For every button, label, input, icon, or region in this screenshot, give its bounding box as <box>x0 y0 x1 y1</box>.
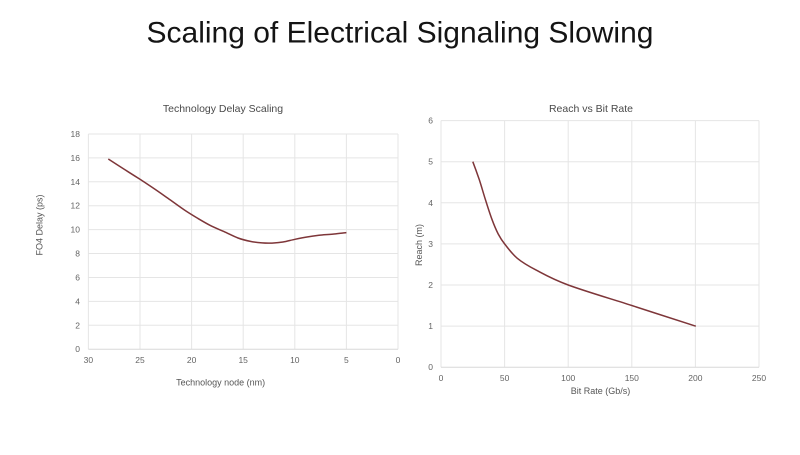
svg-text:250: 250 <box>752 373 766 383</box>
svg-text:2: 2 <box>75 320 80 330</box>
svg-text:Scaling of Electrical Signalin: Scaling of Electrical Signaling Slowing <box>147 17 654 50</box>
svg-text:4: 4 <box>428 198 433 208</box>
svg-text:200: 200 <box>688 373 702 383</box>
svg-text:18: 18 <box>71 129 81 139</box>
svg-text:8: 8 <box>75 249 80 259</box>
svg-text:1: 1 <box>428 321 433 331</box>
svg-text:12: 12 <box>71 201 81 211</box>
svg-text:Reach vs Bit Rate: Reach vs Bit Rate <box>549 103 633 115</box>
svg-text:50: 50 <box>500 373 510 383</box>
svg-text:25: 25 <box>135 355 145 365</box>
svg-text:0: 0 <box>75 344 80 354</box>
svg-text:5: 5 <box>344 355 349 365</box>
svg-text:4: 4 <box>75 296 80 306</box>
svg-text:10: 10 <box>71 225 81 235</box>
svg-text:150: 150 <box>625 373 639 383</box>
svg-text:100: 100 <box>561 373 575 383</box>
svg-text:0: 0 <box>439 373 444 383</box>
svg-text:5: 5 <box>428 157 433 167</box>
svg-text:6: 6 <box>75 273 80 283</box>
svg-text:16: 16 <box>71 153 81 163</box>
svg-text:14: 14 <box>71 177 81 187</box>
svg-text:20: 20 <box>187 355 197 365</box>
svg-text:2: 2 <box>428 280 433 290</box>
svg-text:Technology Delay Scaling: Technology Delay Scaling <box>163 103 283 115</box>
svg-text:Technology node (nm): Technology node (nm) <box>176 378 265 388</box>
svg-text:Reach (m): Reach (m) <box>414 224 424 266</box>
svg-text:FO4 Delay (ps): FO4 Delay (ps) <box>35 194 45 255</box>
svg-text:3: 3 <box>428 239 433 249</box>
svg-text:10: 10 <box>290 355 300 365</box>
svg-text:30: 30 <box>84 355 94 365</box>
svg-text:Bit Rate (Gb/s): Bit Rate (Gb/s) <box>571 386 631 396</box>
svg-text:15: 15 <box>238 355 248 365</box>
svg-text:0: 0 <box>428 362 433 372</box>
svg-text:0: 0 <box>396 355 401 365</box>
svg-text:6: 6 <box>428 116 433 126</box>
